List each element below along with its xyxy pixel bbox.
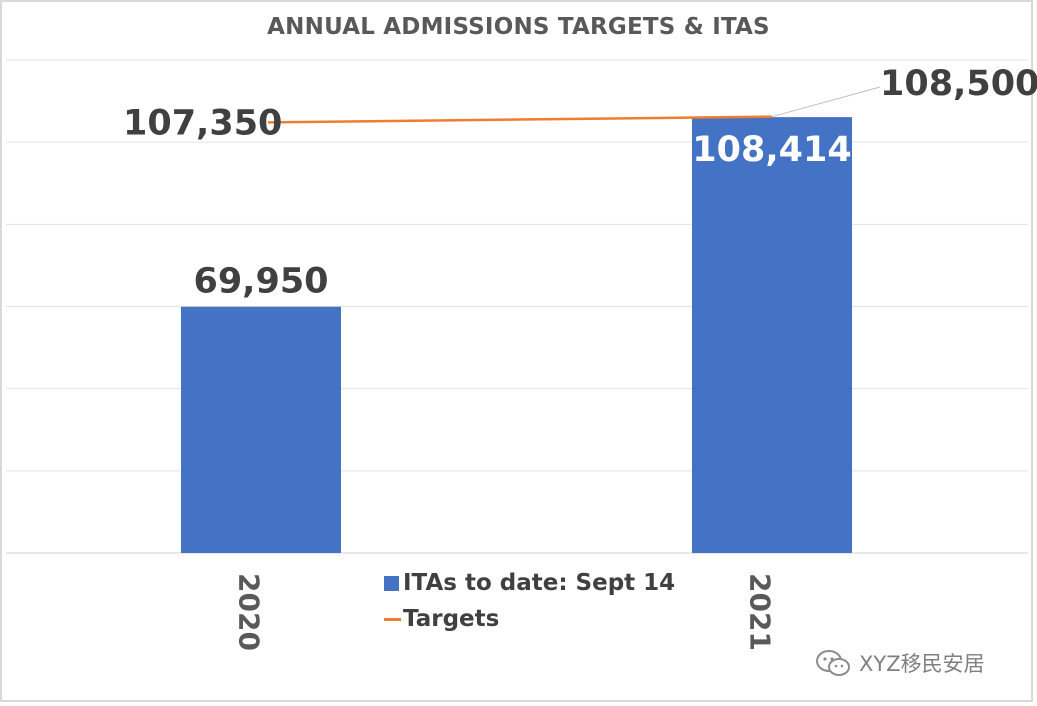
bar-label-2021: 108,414 [692, 130, 851, 170]
target-label-2021: 108,500 [880, 64, 1037, 104]
target-label-2020: 107,350 [123, 103, 282, 143]
bar-2021 [692, 117, 852, 553]
bar-2020 [181, 306, 341, 553]
legend-item-targets: Targets [384, 601, 675, 637]
legend-label-targets: Targets [403, 606, 500, 632]
target-line [267, 115, 773, 124]
legend-swatch-line [384, 617, 401, 621]
x-tick-label-2021: 2021 [744, 573, 777, 651]
legend-swatch-bar [384, 575, 399, 591]
chart-legend: ITAs to date: Sept 14 Targets [384, 565, 675, 637]
watermark-text: XYZ移民安居 [859, 652, 985, 676]
chart-title: ANNUAL ADMISSIONS TARGETS & ITAS [267, 14, 770, 40]
x-tick-label-2020: 2020 [233, 573, 266, 651]
target-leader-line [771, 86, 881, 118]
legend-item-itas: ITAs to date: Sept 14 [384, 565, 675, 601]
legend-label-itas: ITAs to date: Sept 14 [403, 570, 676, 596]
wechat-icon [816, 650, 850, 676]
bar-label-2020: 69,950 [193, 262, 328, 302]
watermark: XYZ移民安居 [815, 648, 985, 678]
